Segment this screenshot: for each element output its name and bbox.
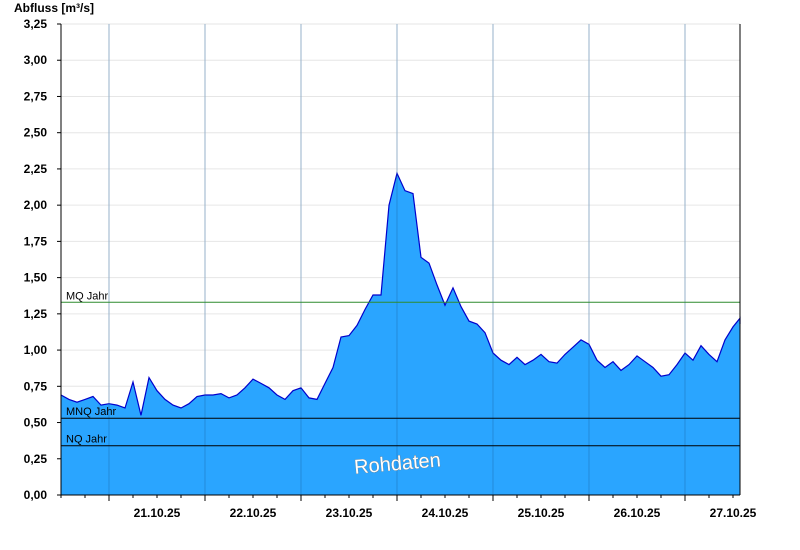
y-tick-label: 1,75 [24,234,48,248]
y-tick-label: 0,75 [24,379,48,393]
y-tick-label: 0,50 [24,416,48,430]
axes: 0,00 0,25 0,50 0,75 1,00 1,25 1,50 1,75 2,00 2,25… [24,17,757,520]
y-tick-label: 1,25 [24,307,48,321]
x-tick-label: 21.10.25 [134,506,181,520]
y-axis-title: Abfluss [m³/s] [14,1,94,15]
y-tick-label: 3,00 [24,53,48,67]
y-tick-label: 1,00 [24,343,48,357]
discharge-line [60,171,741,416]
y-tick-label: 3,25 [24,17,48,31]
y-tick-label: 2,25 [24,162,48,176]
x-tick-label: 23.10.25 [326,506,373,520]
y-tick-label: 2,75 [24,89,48,103]
x-tick-label: 26.10.25 [614,506,661,520]
y-tick-label: 0,25 [24,452,48,466]
x-tick-label: 24.10.25 [422,506,469,520]
x-tick-label: 22.10.25 [230,506,277,520]
discharge-series [60,24,741,496]
discharge-area [61,173,740,496]
y-tick-label: 1,50 [24,271,48,285]
reference-lines: MQ Jahr MNQ Jahr NQ Jahr [61,290,740,447]
ref-label-mq: MQ Jahr [66,290,109,302]
y-tick-label: 0,00 [24,488,48,502]
y-tick-label: 2,50 [24,126,48,140]
y-tick-label: 2,00 [24,198,48,212]
x-tick-label: 25.10.25 [518,506,565,520]
ref-label-nq: NQ Jahr [66,434,107,446]
x-tick-label: 27.10.25 [710,506,757,520]
ref-label-mnq: MNQ Jahr [66,406,116,418]
